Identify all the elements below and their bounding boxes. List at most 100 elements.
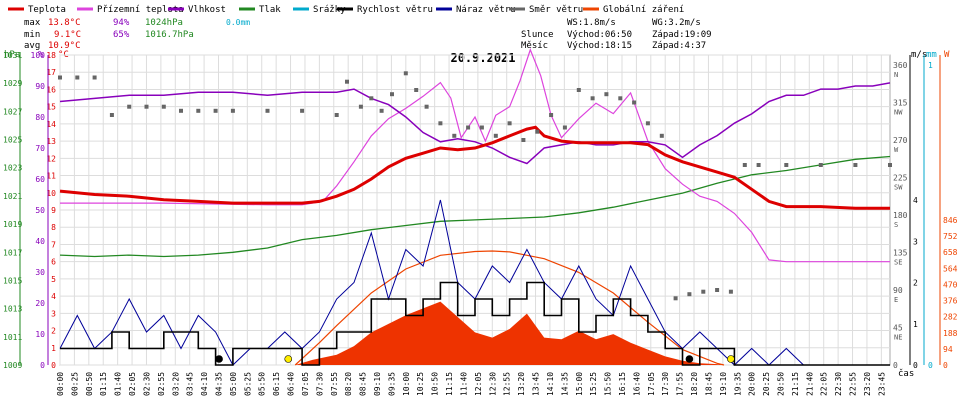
dir-tick-label: 45 — [893, 324, 903, 333]
wind-dir-point — [604, 92, 609, 97]
x-tick-label: 18:20 — [690, 372, 699, 396]
legend-label: Tlak — [259, 5, 281, 15]
x-tick-label: 13:20 — [517, 372, 526, 396]
x-tick-label: 12:55 — [503, 372, 512, 396]
x-tick-label: 16:40 — [632, 372, 641, 396]
wind-dir-point — [535, 129, 540, 134]
unit-pct: % — [38, 50, 44, 60]
pct-tick-label: 90 — [35, 82, 45, 91]
wind-dir-point — [728, 289, 733, 294]
x-tick-label: 21:40 — [805, 372, 814, 396]
dir-tick-name: NE — [894, 334, 902, 342]
pct-tick-label: 20 — [35, 299, 45, 308]
w-tick-label: 0 — [943, 361, 948, 370]
dir-tick-label: 180 — [893, 211, 908, 220]
legend-label: Rychlost větru — [357, 5, 433, 15]
dir-tick-name: S — [894, 221, 898, 229]
x-tick-label: 08:45 — [359, 372, 368, 396]
x-tick-label: 10:00 — [402, 372, 411, 396]
grid — [59, 54, 891, 366]
hpa-tick-label: 1013 — [3, 305, 22, 314]
x-tick-label: 18:45 — [704, 372, 713, 396]
ms-tick-label: 3 — [913, 237, 918, 246]
wind-dir-point — [127, 104, 132, 109]
x-tick-label: 09:10 — [373, 372, 382, 396]
x-tick-label: 05:50 — [258, 372, 267, 396]
x-tick-label: 09:35 — [387, 372, 396, 396]
hpa-tick-label: 1011 — [3, 333, 22, 342]
wind-dir-point — [673, 296, 678, 301]
x-tick-label: 02:55 — [157, 372, 166, 396]
temp-tick-label: 12 — [46, 154, 56, 163]
ms-tick-label: 1 — [913, 320, 918, 329]
temp-tick-label: 4 — [51, 292, 56, 301]
unit-time: čas — [898, 368, 914, 379]
wind-dir-point — [230, 108, 235, 113]
wind-dir-point — [701, 289, 706, 294]
stat-max-hum: 94% — [113, 18, 130, 28]
x-tick-label: 01:40 — [114, 372, 123, 396]
unit-w: W — [944, 50, 950, 60]
w-tick-label: 658 — [943, 248, 958, 257]
temp-tick-label: 0 — [51, 361, 56, 370]
wind-dir-point — [379, 108, 384, 113]
wind-dir-point — [853, 163, 858, 167]
temp-tick-label: 11 — [46, 172, 56, 181]
pct-tick-label: 10 — [35, 330, 45, 339]
hpa-tick-label: 1031 — [3, 51, 22, 60]
series-humidity-line — [59, 82, 891, 165]
x-tick-label: 03:20 — [171, 372, 180, 396]
x-tick-label: 17:30 — [661, 372, 670, 396]
x-tick-label: 01:15 — [99, 372, 108, 396]
unit-ms: m/s — [911, 50, 927, 60]
x-tick-label: 11:15 — [445, 372, 454, 396]
legend-label: Srážky — [313, 5, 346, 15]
dir-tick-label: 315 — [893, 99, 908, 108]
dir-tick-label: 0 — [893, 361, 898, 370]
sun-label: Slunce — [521, 30, 554, 40]
wind-dir-point — [358, 104, 363, 109]
w-tick-label: 94 — [943, 345, 953, 354]
wind-dir-point — [452, 133, 457, 138]
x-tick-label: 23:20 — [863, 372, 872, 396]
mm-tick-label: 0 — [928, 361, 933, 370]
hpa-tick-label: 1021 — [3, 192, 22, 201]
x-tick-label: 05:25 — [243, 372, 252, 396]
stat-wg: WG:3.2m/s — [652, 18, 701, 28]
wind-dir-point — [414, 88, 419, 92]
stat-min-hum: 65% — [113, 30, 130, 40]
dir-tick-label: 270 — [893, 136, 908, 145]
x-tick-label: 22:55 — [849, 372, 858, 396]
series-temperature-line — [59, 125, 890, 210]
temp-tick-label: 15 — [46, 103, 56, 112]
wind-dir-point — [479, 125, 484, 130]
ms-tick-label: 2 — [913, 279, 918, 288]
x-tick-label: 04:35 — [215, 372, 224, 396]
pct-tick-label: 50 — [35, 206, 45, 215]
moon-label: Měsíc — [521, 41, 548, 51]
x-tick-label: 17:55 — [676, 372, 685, 396]
temp-tick-label: 3 — [51, 309, 56, 318]
temp-tick-label: 9 — [51, 206, 56, 215]
sun-moon-marker — [284, 355, 293, 363]
x-tick-label: 12:05 — [474, 372, 483, 396]
sun-moon-marker — [685, 355, 694, 363]
x-tick-label: 17:05 — [647, 372, 656, 396]
dir-tick-label: 225 — [893, 174, 908, 183]
w-tick-label: 282 — [943, 313, 958, 322]
x-tick-label: 08:20 — [344, 372, 353, 396]
ms-tick-label: 0 — [913, 361, 918, 370]
x-tick-label: 15:50 — [604, 372, 613, 396]
hpa-tick-label: 1023 — [3, 164, 22, 173]
wind-dir-point — [403, 71, 408, 76]
w-tick-label: 188 — [943, 329, 958, 338]
mm-tick-label: 1 — [928, 61, 933, 70]
series-ground-temp-line — [60, 48, 890, 263]
moonset: Západ:4:37 — [652, 41, 706, 51]
stat-min-label: min — [24, 30, 40, 40]
pct-tick-label: 80 — [35, 113, 45, 122]
wind-dir-point — [507, 121, 512, 126]
hpa-tick-label: 1017 — [3, 248, 22, 257]
